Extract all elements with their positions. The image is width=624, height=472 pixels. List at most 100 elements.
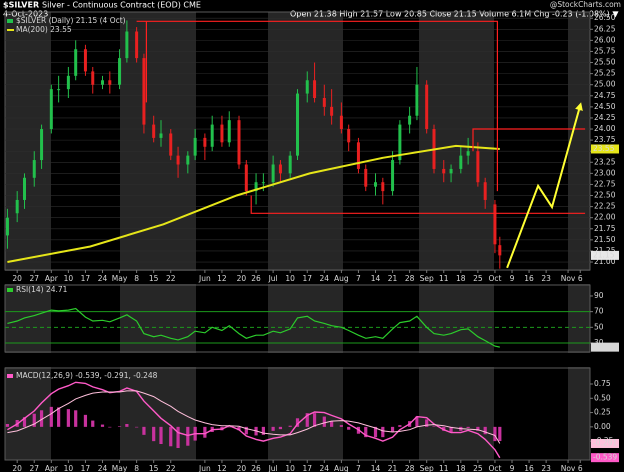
x-tick-label: Aug xyxy=(334,464,349,472)
candle-body xyxy=(193,137,197,156)
candle-body xyxy=(32,160,36,178)
histogram-bar xyxy=(398,425,402,427)
candle-body xyxy=(91,71,95,85)
legend-swatch xyxy=(7,19,13,23)
candle-body xyxy=(296,93,299,156)
histogram-bar xyxy=(261,426,265,435)
y-tick-label: 22.75 xyxy=(594,179,616,188)
candle-body xyxy=(483,182,487,200)
candle-body xyxy=(66,75,70,90)
candle-body xyxy=(5,217,9,236)
histogram-bar xyxy=(271,426,275,431)
y-tick-label: 21.25 xyxy=(594,246,616,255)
candle-body xyxy=(49,89,53,130)
candle-body xyxy=(23,177,26,200)
x-tick-label: 17 xyxy=(302,274,312,283)
histogram-bar xyxy=(390,426,395,432)
y-tick-label: 24.25 xyxy=(594,113,616,122)
moving-average xyxy=(7,144,500,263)
y-tick-label: 30 xyxy=(594,338,604,347)
y-tick-label: 0.25 xyxy=(594,408,611,417)
quote: Open 21.38 High 21.57 Low 20.85 Close 21… xyxy=(290,10,619,19)
y-tick-label: 23.00 xyxy=(594,168,616,177)
x-tick-label: 16 xyxy=(524,464,534,472)
candle-body xyxy=(398,124,402,161)
histogram-bar xyxy=(288,425,292,427)
x-tick-label: 20 xyxy=(237,274,247,283)
annotation-line xyxy=(136,20,498,192)
x-tick-label: 14 xyxy=(371,464,381,472)
histogram-bar xyxy=(32,413,36,427)
candle-body xyxy=(210,124,214,147)
legend-swatch xyxy=(7,374,13,378)
candle-body xyxy=(125,31,129,59)
x-tick-label: May xyxy=(112,464,128,472)
histogram-bar xyxy=(432,426,436,427)
x-tick-label: Sep xyxy=(420,274,434,283)
y-tick-label: 50 xyxy=(594,322,604,331)
histogram-bar xyxy=(83,414,88,427)
legend-label: RSI(14) 24.71 xyxy=(16,285,68,294)
histogram-bar xyxy=(476,426,480,431)
x-tick-label: 18 xyxy=(456,464,466,472)
legend-label: $SILVER (Daily) 21.15 (4 Oct) xyxy=(16,16,126,25)
candle-body xyxy=(261,182,265,184)
last-value-label: -0.539 xyxy=(593,453,617,462)
candle-body xyxy=(322,98,326,107)
candle-body xyxy=(339,115,343,130)
histogram-bar xyxy=(203,426,207,438)
histogram-bar xyxy=(415,416,419,427)
x-tick-label: 23 xyxy=(541,464,551,472)
band xyxy=(268,12,343,460)
x-tick-label: 10 xyxy=(285,274,295,283)
histogram-bar xyxy=(39,410,44,427)
histogram-bar xyxy=(176,426,180,448)
band xyxy=(120,12,196,460)
y-tick-label: 22.25 xyxy=(594,202,616,211)
x-tick-label: 21 xyxy=(388,274,398,283)
month-bands xyxy=(0,12,624,460)
x-tick-label: Oct xyxy=(488,464,501,472)
candle-body xyxy=(15,199,19,214)
x-tick-label: Apr xyxy=(45,274,59,283)
x-tick-label: Nov xyxy=(561,464,576,472)
x-tick-label: 11 xyxy=(439,274,449,283)
candle-body xyxy=(135,31,139,59)
x-tick-label: 21 xyxy=(388,464,398,472)
candle-body xyxy=(169,133,173,156)
histogram-bar xyxy=(295,418,300,427)
histogram-bar xyxy=(493,426,497,442)
histogram-bar xyxy=(186,426,190,446)
x-tick-label: 8 xyxy=(134,274,139,283)
histogram-bar xyxy=(49,406,53,427)
candle-body xyxy=(356,142,360,169)
candle-body xyxy=(364,168,368,187)
histogram-bar xyxy=(22,417,27,427)
candle-body xyxy=(152,124,156,138)
gap xyxy=(0,353,624,367)
candle-body xyxy=(476,151,480,183)
panel-frame xyxy=(4,11,591,271)
histogram-bar xyxy=(237,426,241,431)
candle-body xyxy=(271,164,275,183)
y-tick-label: 25.75 xyxy=(594,46,616,55)
candle-body xyxy=(278,164,282,174)
candle-body xyxy=(442,168,446,174)
gap xyxy=(0,271,624,284)
x-tick-label: 12 xyxy=(217,464,227,472)
candle-body xyxy=(108,80,112,85)
candle-body xyxy=(313,80,317,98)
y-tick-label: 26.50 xyxy=(594,13,616,22)
histogram-bar xyxy=(278,426,283,430)
last-value-label: 23.55 xyxy=(593,144,615,153)
histogram-bar xyxy=(152,426,156,442)
histogram-bar xyxy=(5,424,10,427)
candle-body xyxy=(220,124,224,143)
candle-body xyxy=(244,164,248,192)
histogram-bar xyxy=(373,426,378,438)
legend-label: MACD(12,26,9) -0.539, -0.291, -0.248 xyxy=(16,371,158,380)
histogram-bar xyxy=(381,426,385,438)
histogram-bar xyxy=(117,426,122,427)
candle-body xyxy=(254,182,258,192)
candle-body xyxy=(83,49,87,72)
